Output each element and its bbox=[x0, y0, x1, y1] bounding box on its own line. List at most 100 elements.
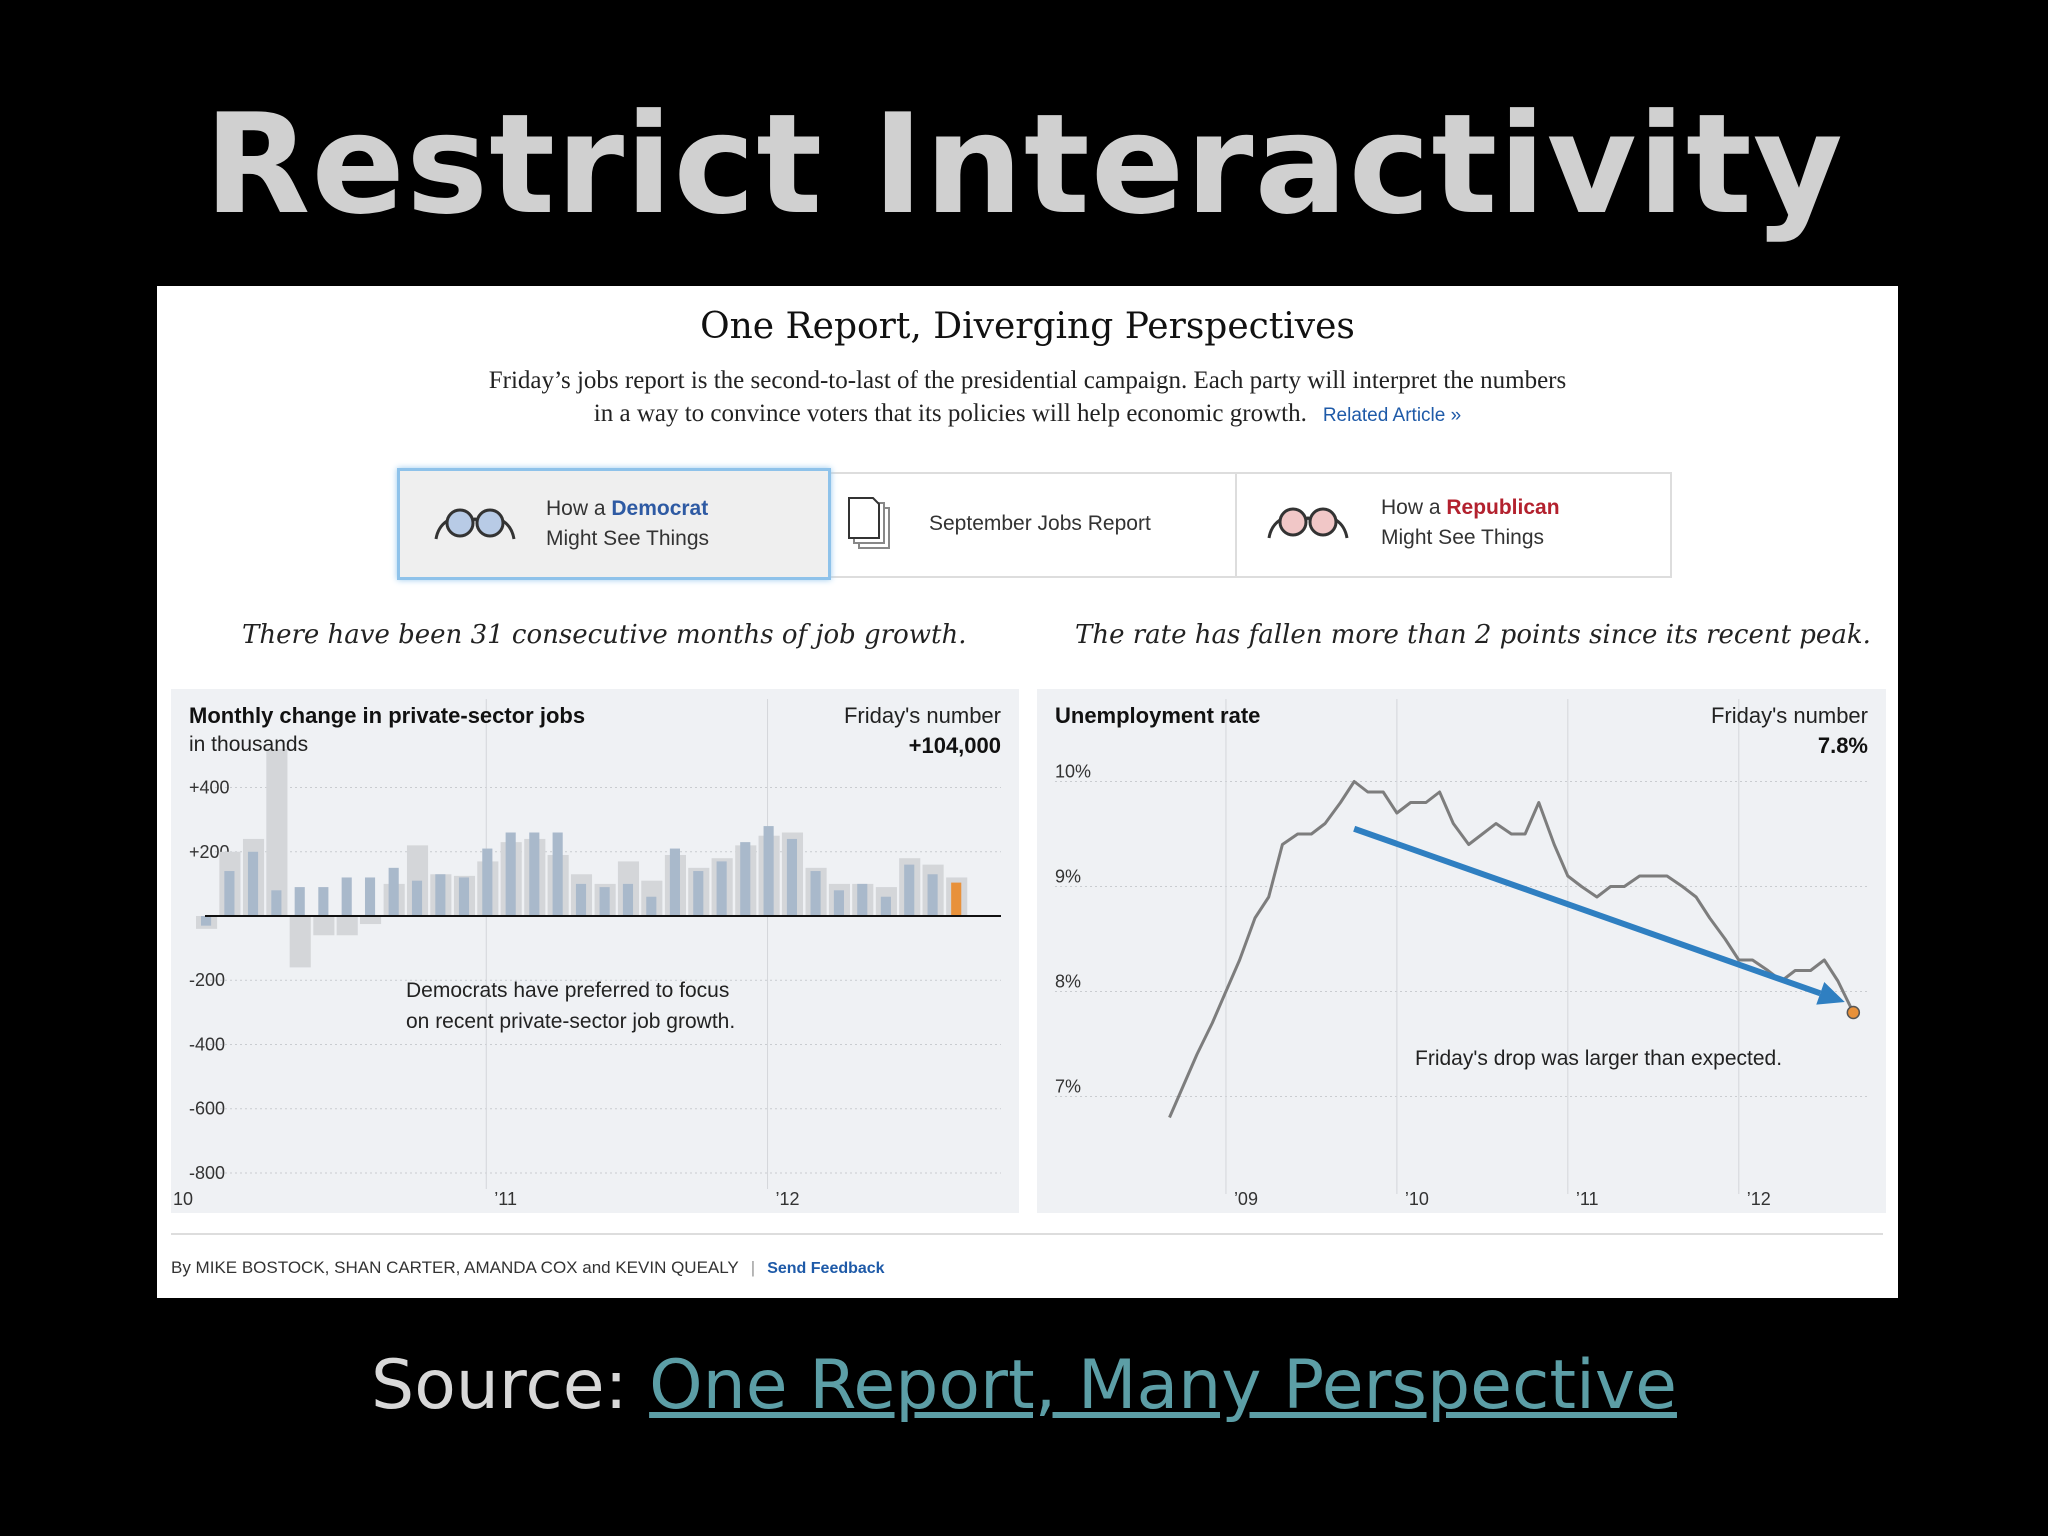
trend-arrow-head bbox=[1816, 982, 1845, 1005]
glasses-icon bbox=[1267, 507, 1349, 539]
bar bbox=[599, 887, 610, 917]
friday-bar bbox=[951, 882, 962, 917]
bar bbox=[388, 867, 399, 917]
bar bbox=[201, 916, 212, 926]
right-subhead: The rate has fallen more than 2 points s… bbox=[1075, 620, 1871, 650]
background-bar bbox=[359, 916, 382, 925]
unemployment-chart-svg: 10% 9% 8% 7% ’09 ’10 ’11 ’12 bbox=[1055, 699, 1867, 1209]
bar bbox=[411, 880, 423, 917]
friday-point bbox=[1846, 1005, 1861, 1020]
bar bbox=[927, 874, 938, 917]
bar bbox=[247, 851, 259, 917]
unemployment-friday-label: Friday's number bbox=[1710, 703, 1868, 728]
democrat-label: Democrat bbox=[611, 497, 709, 520]
intro-line-2: in a way to convince voters that its pol… bbox=[593, 400, 1307, 427]
bar bbox=[904, 864, 915, 917]
jobs-friday-value: +104,000 bbox=[908, 733, 1001, 758]
background-bar bbox=[289, 916, 311, 968]
background-bar bbox=[313, 916, 335, 936]
bar bbox=[529, 832, 540, 917]
x-tick-label: ’12 bbox=[776, 1189, 800, 1209]
y-tick-label: 9% bbox=[1055, 867, 1081, 887]
unemployment-chart-title: Unemployment rate bbox=[1055, 703, 1261, 728]
tab-divider bbox=[1235, 474, 1237, 576]
unemployment-friday-value: 7.8% bbox=[1817, 733, 1868, 758]
bar bbox=[435, 874, 446, 917]
tab-line2: Might See Things bbox=[1381, 526, 1545, 549]
bar bbox=[786, 838, 798, 917]
tab-republican[interactable]: How a Republican Might See Things bbox=[1237, 474, 1670, 576]
y-tick-label: 8% bbox=[1055, 972, 1081, 992]
bar bbox=[740, 842, 751, 917]
tab-september-jobs-report[interactable]: September Jobs Report bbox=[819, 474, 1235, 576]
bar bbox=[857, 883, 868, 917]
bar bbox=[271, 890, 282, 917]
bar bbox=[505, 832, 516, 917]
bar bbox=[716, 861, 727, 917]
background-bar bbox=[336, 916, 358, 936]
bar bbox=[341, 877, 352, 917]
bar bbox=[294, 887, 305, 917]
y-tick-label: -800 bbox=[189, 1163, 225, 1183]
y-tick-label: 10% bbox=[1055, 762, 1091, 782]
tab-label: September Jobs Report bbox=[929, 512, 1151, 535]
y-tick-label: -400 bbox=[189, 1034, 225, 1054]
source-line: Source: One Report, Many Perspective bbox=[0, 1346, 2048, 1425]
bar bbox=[318, 887, 329, 917]
bar bbox=[224, 871, 235, 917]
y-tick-label: 7% bbox=[1055, 1077, 1081, 1097]
y-tick-label: -200 bbox=[189, 970, 225, 990]
jobs-annotation-line2: on recent private-sector job growth. bbox=[406, 1010, 736, 1033]
x-tick-label: 10 bbox=[173, 1189, 193, 1209]
related-article-link[interactable]: Related Article » bbox=[1322, 405, 1462, 426]
graphic-title: One Report, Diverging Perspectives bbox=[700, 306, 1355, 347]
bar bbox=[552, 832, 563, 917]
bar bbox=[646, 896, 657, 917]
x-tick-label: ’09 bbox=[1234, 1189, 1258, 1209]
source-label: Source: bbox=[371, 1346, 628, 1425]
bar bbox=[458, 877, 470, 917]
jobs-friday-label: Friday's number bbox=[843, 703, 1001, 728]
left-subhead: There have been 31 consecutive months of… bbox=[242, 620, 967, 650]
unemployment-line bbox=[1168, 780, 1855, 1119]
x-tick-label: ’12 bbox=[1747, 1189, 1771, 1209]
y-tick-label: +400 bbox=[189, 778, 230, 798]
bar bbox=[763, 826, 774, 917]
source-link[interactable]: One Report, Many Perspective bbox=[649, 1346, 1677, 1425]
x-tick-label: ’10 bbox=[1405, 1189, 1429, 1209]
background-bar bbox=[266, 749, 288, 917]
jobs-chart: +400 +200 -200 -400 -600 -800 10’11’12 Monthly… bbox=[171, 689, 1019, 1213]
unemployment-chart: 10% 9% 8% 7% ’09’10’11’12 Unemployment rate … bbox=[1037, 689, 1886, 1213]
bar bbox=[482, 848, 493, 917]
tab-democrat[interactable]: How a Democrat Might See Things bbox=[397, 468, 831, 580]
bar bbox=[810, 871, 821, 917]
intro-line-1: Friday’s jobs report is the second-to-la… bbox=[488, 367, 1567, 394]
republican-label: Republican bbox=[1446, 496, 1560, 519]
document-icon bbox=[848, 497, 890, 549]
credits-text: By MIKE BOSTOCK, SHAN CARTER, AMANDA COX… bbox=[171, 1258, 739, 1277]
bar bbox=[880, 896, 891, 917]
tab-pre: How a bbox=[1381, 496, 1447, 519]
jobs-chart-subtitle: in thousands bbox=[189, 733, 309, 756]
bar bbox=[833, 890, 844, 917]
jobs-annotation: Democrats have preferred to focus on rec… bbox=[406, 975, 735, 1037]
footer-divider bbox=[171, 1233, 1883, 1235]
glasses-icon bbox=[434, 508, 516, 540]
perspective-tabs: September Jobs Report How a Republican M… bbox=[397, 468, 1672, 580]
unemployment-annotation: Friday's drop was larger than expected. bbox=[1415, 1047, 1783, 1070]
bar bbox=[693, 871, 704, 917]
graphic-panel: One Report, Diverging Perspectives Frida… bbox=[157, 286, 1898, 1298]
bar bbox=[575, 883, 587, 917]
trend-arrow-shaft bbox=[1353, 825, 1822, 997]
x-tick-label: ’11 bbox=[1576, 1189, 1599, 1209]
x-tick-label: ’11 bbox=[494, 1189, 517, 1209]
send-feedback-link[interactable]: Send Feedback bbox=[767, 1260, 885, 1277]
bar bbox=[669, 848, 681, 917]
intro-text: Friday’s jobs report is the second-to-la… bbox=[157, 364, 1898, 432]
y-tick-label: -600 bbox=[189, 1099, 225, 1119]
slide-title: Restrict Interactivity bbox=[204, 84, 1844, 245]
bar bbox=[364, 877, 376, 917]
tab-line2: Might See Things bbox=[546, 527, 710, 550]
jobs-annotation-line1: Democrats have preferred to focus bbox=[406, 979, 730, 1002]
